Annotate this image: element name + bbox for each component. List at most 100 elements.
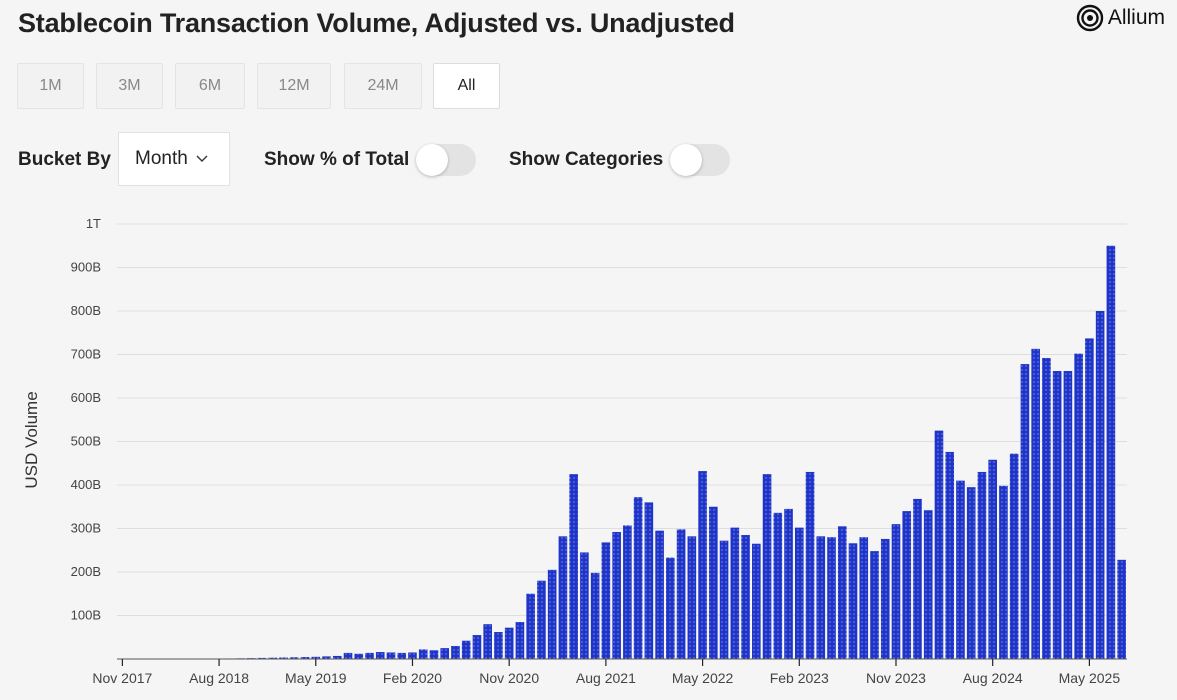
y-tick-label: 600B — [71, 390, 101, 405]
bar-texture — [494, 632, 503, 659]
x-tick-label: May 2025 — [1059, 670, 1121, 686]
bar-texture — [956, 480, 965, 659]
toggle-knob — [670, 144, 702, 176]
bar-texture — [537, 580, 546, 659]
bar-texture — [945, 451, 955, 659]
bar-texture — [257, 657, 267, 659]
y-axis-title: USD Volume — [22, 391, 41, 488]
bar-texture — [569, 474, 578, 659]
bar-texture — [977, 471, 987, 659]
x-tick-label: Aug 2018 — [189, 670, 249, 686]
chevron-down-icon — [196, 155, 208, 162]
bucket-select[interactable]: Month — [118, 132, 230, 186]
bar-texture — [794, 527, 804, 659]
show-pct-label: Show % of Total — [264, 149, 410, 170]
bar-texture — [999, 485, 1008, 659]
bar-texture — [880, 538, 890, 659]
bar-texture — [440, 648, 450, 659]
range-button-3m[interactable]: 3M — [96, 63, 163, 109]
bar-texture — [268, 657, 278, 659]
bar-texture — [526, 593, 535, 659]
x-tick-label: Feb 2020 — [383, 670, 442, 686]
gridlines — [117, 223, 1127, 616]
bar-texture — [343, 652, 353, 659]
bar-series — [118, 245, 1126, 659]
bar-texture — [752, 543, 761, 659]
brand-logo: Allium — [1076, 4, 1165, 32]
bar-texture — [408, 652, 417, 659]
bar-texture — [418, 649, 428, 659]
bar-texture — [859, 537, 869, 659]
bar-texture — [773, 512, 783, 659]
bar-texture — [1020, 364, 1030, 659]
bar-texture — [698, 471, 707, 659]
toggle-knob — [416, 144, 448, 176]
bar-texture — [612, 531, 621, 659]
bar-texture — [988, 459, 997, 659]
bar-texture — [923, 510, 933, 659]
bar-texture — [590, 572, 600, 659]
bar-texture — [848, 543, 858, 659]
bar-texture — [966, 487, 976, 659]
x-axis: Nov 2017 Aug 2018 May 2019 Feb 2020 Nov 2020… — [92, 658, 1127, 686]
y-tick-label: 400B — [71, 477, 101, 492]
volume-bar-chart: 100B 200B 300B 400B 500B 600B 700B 800B 900B 1T N… — [22, 216, 1127, 686]
bar-texture — [644, 502, 654, 659]
bar-texture — [504, 627, 514, 659]
bar-texture — [311, 656, 321, 659]
bar-texture — [902, 511, 912, 659]
y-tick-label: 800B — [71, 303, 101, 318]
y-tick-label: 700B — [71, 347, 101, 362]
y-tick-label: 1T — [86, 216, 101, 231]
show-categories-toggle[interactable] — [670, 144, 730, 176]
range-button-12m[interactable]: 12M — [257, 63, 331, 109]
bar-texture — [1117, 559, 1126, 659]
bar-texture — [784, 508, 793, 659]
bar-texture — [655, 530, 664, 659]
brand-name: Allium — [1107, 6, 1165, 29]
show-pct-toggle[interactable] — [416, 144, 476, 176]
bar-texture — [1063, 371, 1073, 659]
bar-texture — [397, 652, 407, 659]
bar-texture — [429, 650, 439, 659]
bar-texture — [289, 657, 299, 659]
y-tick-label: 200B — [71, 564, 101, 579]
bar-texture — [870, 551, 879, 659]
chart-controls: Bucket By Month Show % of Total Show Cat… — [18, 132, 778, 187]
bar-texture — [741, 535, 750, 659]
y-tick-label: 500B — [71, 434, 101, 449]
bar-texture — [1009, 453, 1019, 659]
y-axis-ticks: 100B 200B 300B 400B 500B 600B 700B 800B 900B 1T — [71, 216, 101, 623]
range-button-all[interactable]: All — [433, 63, 500, 109]
bar-texture — [633, 497, 643, 659]
bucket-select-value: Month — [135, 148, 188, 169]
x-tick-label: May 2019 — [285, 670, 347, 686]
range-button-6m[interactable]: 6M — [175, 63, 245, 109]
x-tick-label: Aug 2024 — [963, 670, 1023, 686]
bar-texture — [483, 624, 492, 659]
bar-texture — [1106, 245, 1116, 659]
bar-texture — [332, 655, 342, 659]
bar-texture — [934, 430, 944, 659]
bar-texture — [827, 537, 836, 659]
bar-texture — [1095, 311, 1105, 659]
x-tick-label: Aug 2021 — [576, 670, 636, 686]
bar-texture — [365, 652, 374, 659]
bar-texture — [580, 552, 589, 659]
bar-texture — [730, 527, 740, 659]
y-tick-label: 300B — [71, 521, 101, 536]
bar-texture — [891, 524, 901, 659]
page-title: Stablecoin Transaction Volume, Adjusted … — [18, 8, 735, 38]
range-button-24m[interactable]: 24M — [344, 63, 422, 109]
bar-texture — [837, 526, 847, 659]
bar-texture — [1042, 357, 1051, 659]
y-tick-label: 900B — [71, 260, 101, 275]
bar-texture — [279, 657, 288, 659]
x-tick-label: Feb 2023 — [770, 670, 829, 686]
bar-texture — [1085, 338, 1094, 659]
range-button-1m[interactable]: 1M — [17, 63, 84, 109]
bar-texture — [386, 652, 396, 659]
bar-texture — [687, 536, 697, 659]
x-tick-label: May 2022 — [672, 670, 734, 686]
x-tick-label: Nov 2017 — [92, 670, 152, 686]
